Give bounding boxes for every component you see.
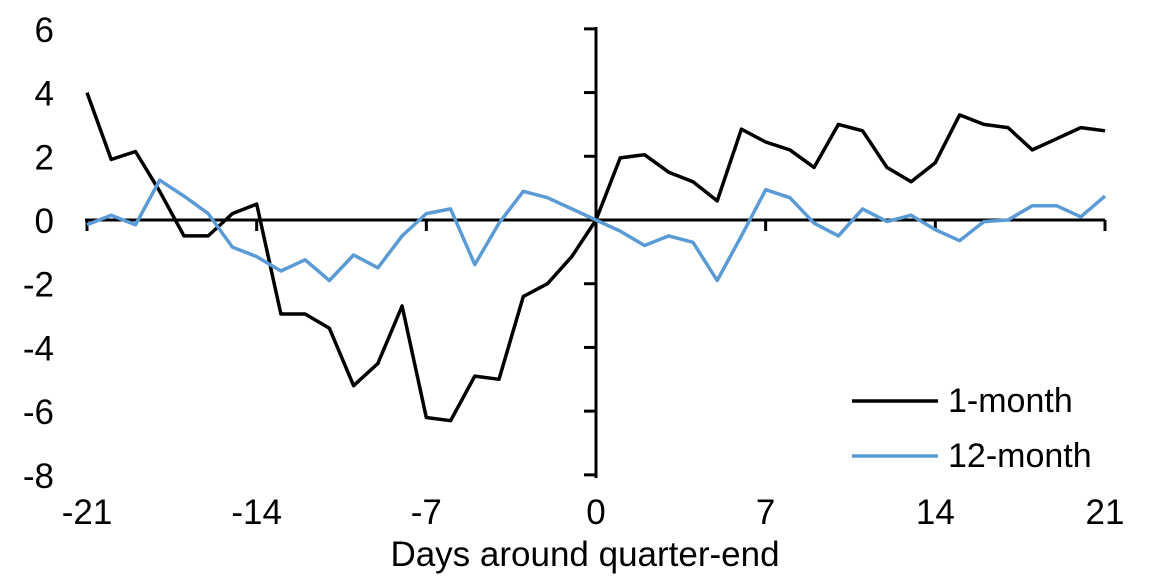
x-tick-label: -14 <box>231 493 282 532</box>
x-tick-label: 14 <box>916 493 955 532</box>
legend: 1-month 12-month <box>852 382 1092 475</box>
x-tick-label: -21 <box>62 493 113 532</box>
y-axis-ticks <box>584 27 596 477</box>
x-axis-tick-labels: -21 -14 -7 0 7 14 21 <box>62 493 1125 532</box>
y-axis-tick-labels: 6 4 2 0 -2 -4 -6 -8 <box>23 11 54 496</box>
y-tick-label: -2 <box>23 266 54 305</box>
legend-label-1-month: 1-month <box>948 382 1073 420</box>
plot-series <box>85 92 1107 423</box>
series-line-12-month <box>86 178 1107 283</box>
y-tick-label: 2 <box>35 138 54 177</box>
y-tick-label: -6 <box>23 393 54 432</box>
y-tick-label: 4 <box>35 75 54 114</box>
y-tick-label: -8 <box>23 457 54 496</box>
legend-label-12-month: 12-month <box>948 437 1092 475</box>
x-tick-label: 0 <box>586 493 605 532</box>
x-tick-label: 21 <box>1086 493 1125 532</box>
y-tick-label: 0 <box>35 202 54 241</box>
y-tick-label: 6 <box>35 11 54 50</box>
y-tick-label: -4 <box>23 329 54 368</box>
x-axis-title: Days around quarter-end <box>390 535 779 574</box>
x-tick-label: 7 <box>756 493 775 532</box>
x-tick-label: -7 <box>411 493 442 532</box>
